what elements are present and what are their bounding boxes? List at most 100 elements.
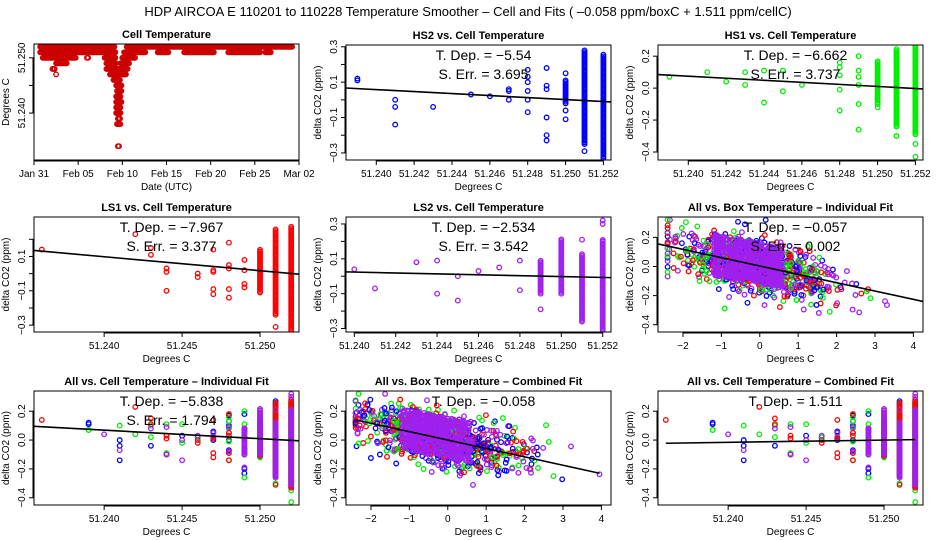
data-point-ls2 xyxy=(771,294,778,301)
data-point xyxy=(599,217,606,224)
data-point-ls2 xyxy=(752,273,759,280)
data-point-hs1 xyxy=(484,468,490,475)
x-tick-label: 51.248 xyxy=(824,169,855,180)
x-axis-label: Degrees C xyxy=(143,354,191,365)
data-point-hs2 xyxy=(390,415,397,422)
data-point-ls2 xyxy=(726,294,733,300)
x-tick-label: 51.252 xyxy=(587,341,618,352)
data-point-ls2 xyxy=(386,440,393,447)
x-tick-label: Feb 10 xyxy=(107,169,139,180)
data-point-hs1 xyxy=(241,408,248,415)
data-point-ls1 xyxy=(816,280,822,287)
chart-title: All vs. Cell Temperature – Individual Fi… xyxy=(64,376,269,388)
data-point-ls2 xyxy=(387,415,394,422)
data-point-hs2 xyxy=(709,419,716,426)
data-point-hs1 xyxy=(763,286,770,293)
data-point xyxy=(372,285,378,292)
x-tick-label: 0 xyxy=(445,514,451,525)
data-point-ls2 xyxy=(405,441,412,448)
data-point-ls1 xyxy=(664,239,671,246)
x-tick-label: 51.250 xyxy=(862,169,893,180)
data-point-ls2 xyxy=(179,457,186,464)
y-tick-label: −0.1 xyxy=(329,283,340,303)
plot-area xyxy=(34,223,299,332)
data-point xyxy=(543,86,550,93)
data-point-ls2 xyxy=(412,425,419,432)
data-point-ls2 xyxy=(405,423,412,430)
y-tick-label: −0.2 xyxy=(17,459,28,479)
data-point xyxy=(836,107,843,114)
data-point-hs1 xyxy=(490,419,497,426)
data-point-ls2 xyxy=(466,457,473,463)
data-point xyxy=(210,286,217,293)
data-point-ls1 xyxy=(147,415,154,422)
data-point xyxy=(779,88,786,95)
data-point-ls2 xyxy=(713,262,720,269)
data-point-ls2 xyxy=(210,429,217,436)
data-point-ls2 xyxy=(740,251,747,258)
data-point-hs1 xyxy=(783,264,789,271)
data-point-ls2 xyxy=(849,306,856,313)
plot-frame xyxy=(657,216,924,333)
data-point-ls2 xyxy=(775,282,782,289)
plot-frame xyxy=(345,44,612,161)
data-point-hs1 xyxy=(515,446,522,453)
x-tick-label: 0 xyxy=(757,341,763,352)
data-point-ls2 xyxy=(288,391,295,397)
x-tick-label: 51.252 xyxy=(588,169,619,180)
data-point-hs1 xyxy=(545,438,552,445)
data-point-ls2 xyxy=(481,455,488,462)
data-point xyxy=(351,266,358,273)
data-point-ls2 xyxy=(792,246,799,253)
data-point-ls2 xyxy=(671,239,678,246)
data-point xyxy=(117,121,124,128)
data-point-ls2 xyxy=(777,246,784,252)
data-point xyxy=(225,294,232,301)
plot-frame xyxy=(33,43,300,161)
data-point xyxy=(562,70,569,77)
data-point-hs1 xyxy=(804,243,811,250)
data-point-hs1 xyxy=(802,266,809,273)
plot-frame xyxy=(657,44,924,161)
annotation-std-error: S. Err. = 1.794 xyxy=(127,412,217,428)
data-point-hs2 xyxy=(678,240,685,247)
data-point xyxy=(241,280,248,287)
data-point xyxy=(288,406,295,413)
annotation-std-error: S. Err. = 3.377 xyxy=(127,238,217,254)
data-point-hs1 xyxy=(163,421,170,428)
data-point-ls1 xyxy=(858,290,865,297)
data-point xyxy=(210,268,217,275)
data-point-ls2 xyxy=(775,260,782,266)
x-tick-label: 51.240 xyxy=(89,341,120,352)
data-point-hs2 xyxy=(506,423,513,430)
data-point-ls2 xyxy=(733,241,740,248)
data-point-ls2 xyxy=(774,257,781,264)
data-point-hs1 xyxy=(826,308,833,315)
data-point-ls2 xyxy=(703,246,710,253)
data-point-hs1 xyxy=(721,305,728,312)
annotation-temp-dependence: T. Dep. = −2.534 xyxy=(432,219,536,235)
data-point xyxy=(112,49,119,56)
data-point-hs2 xyxy=(498,439,505,446)
data-point-hs2 xyxy=(381,405,388,411)
x-axis-label: Degrees C xyxy=(143,527,191,538)
data-point-ls1 xyxy=(225,429,232,436)
data-point-ls2 xyxy=(480,431,487,438)
data-point-ls2 xyxy=(815,310,822,316)
x-axis-label: Degrees C xyxy=(455,182,503,193)
x-tick-label: 3 xyxy=(872,341,878,352)
data-point-ls1 xyxy=(664,222,671,229)
x-tick-label: Feb 05 xyxy=(63,169,95,180)
data-point-ls2 xyxy=(352,410,359,417)
data-point xyxy=(496,264,503,271)
data-point-hs1 xyxy=(241,474,248,481)
data-point-ls1 xyxy=(680,260,687,267)
data-point-hs2 xyxy=(241,411,248,418)
data-point-ls1 xyxy=(352,413,359,420)
data-point-hs2 xyxy=(763,293,770,299)
data-point xyxy=(142,49,149,56)
data-point-ls1 xyxy=(818,269,825,276)
plot-area xyxy=(658,45,923,160)
y-tick-label: −0.1 xyxy=(17,281,28,301)
x-tick-label: 1 xyxy=(483,514,489,525)
